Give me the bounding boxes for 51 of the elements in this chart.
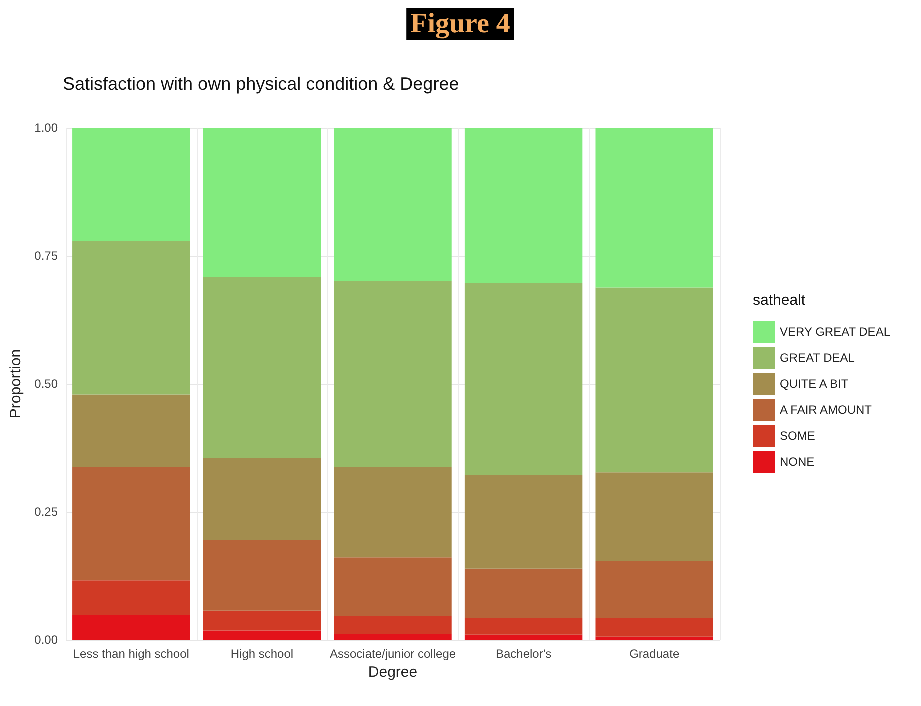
bar (334, 128, 452, 282)
y-axis-title: Proportion (8, 349, 25, 419)
bar (334, 558, 452, 616)
x-tick-label: High school (230, 647, 294, 661)
bar (72, 466, 190, 581)
bar (334, 466, 452, 558)
bar (203, 278, 322, 458)
bar (334, 281, 452, 467)
bar (464, 128, 583, 284)
bar (464, 634, 583, 640)
bar (596, 472, 714, 562)
bar (203, 630, 322, 640)
y-tick-label: 0.00 (34, 633, 58, 647)
bar (596, 561, 714, 618)
legend-label: VERY GREAT DEAL (780, 325, 891, 339)
chart-title: Figure 4 (410, 8, 510, 40)
x-tick-label: Associate/junior college (330, 647, 456, 661)
bar (596, 288, 714, 473)
x-axis-title: Degree (368, 664, 418, 681)
bar (72, 615, 190, 640)
legend-label: QUITE A BIT (780, 377, 850, 391)
bar (72, 241, 190, 395)
bar (464, 475, 583, 569)
legend-label: A FAIR AMOUNT (780, 403, 873, 417)
bar (72, 128, 190, 242)
bar (334, 616, 452, 634)
bar (72, 394, 190, 467)
bar (596, 128, 714, 288)
bar (203, 128, 322, 278)
legend-label: GREAT DEAL (780, 351, 856, 365)
bar (203, 540, 322, 611)
x-tick-label: Graduate (630, 647, 680, 661)
bar (72, 580, 190, 616)
bar (464, 618, 583, 635)
y-tick-label: 1.00 (34, 121, 58, 135)
bar (464, 568, 583, 618)
bar (203, 458, 322, 540)
bar (464, 283, 583, 476)
chart-subtitle: Satisfaction with own physical condition & Degree (63, 74, 460, 94)
y-tick-label: 0.50 (34, 377, 58, 391)
bar (334, 634, 452, 640)
bar (596, 618, 714, 637)
y-tick-label: 0.75 (34, 249, 58, 263)
x-tick-label: Less than high school (73, 647, 190, 661)
x-tick-label: Bachelor's (496, 647, 552, 661)
legend-label: NONE (780, 455, 815, 469)
bar (203, 610, 322, 631)
legend-title: sathealt (753, 292, 806, 309)
bar (596, 636, 714, 640)
y-tick-label: 0.25 (34, 505, 58, 519)
legend-label: SOME (780, 429, 816, 443)
